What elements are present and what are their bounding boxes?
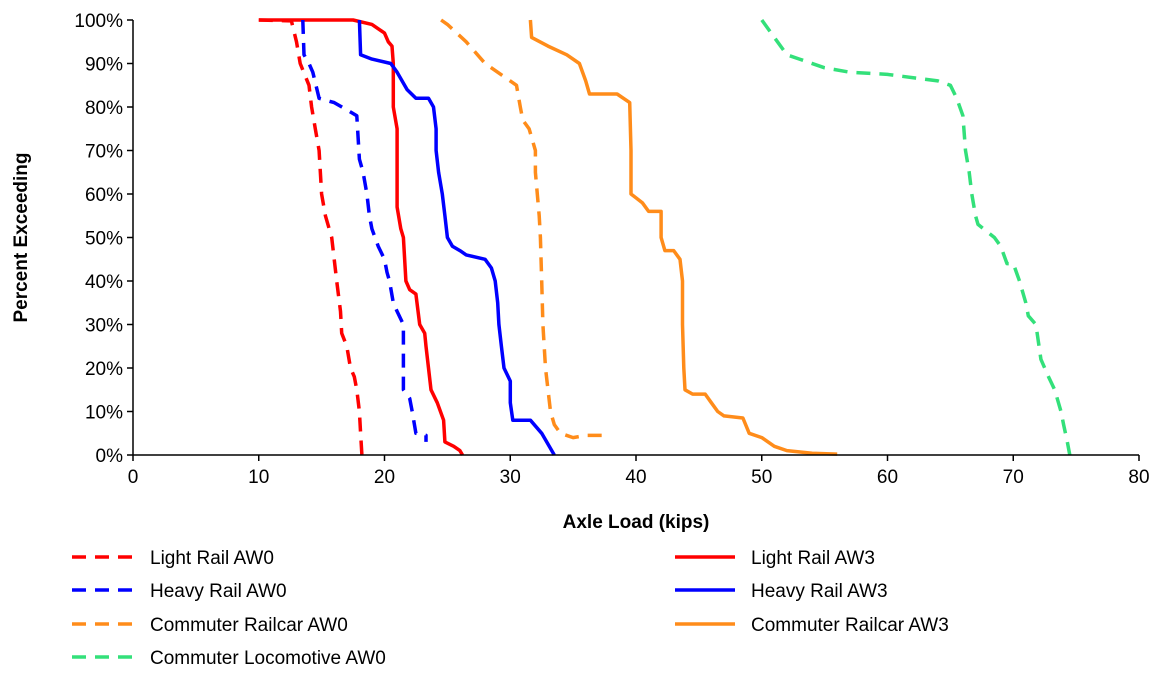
x-tick-label: 40 [625, 467, 646, 488]
legend-label: Light Rail AW3 [751, 548, 875, 569]
legend: Light Rail AW0 Heavy Rail AW0 Commuter Rai… [72, 548, 949, 669]
y-tick-label: 20% [85, 359, 123, 380]
legend-label: Heavy Rail AW0 [150, 581, 287, 602]
y-tick-label: 0% [96, 446, 124, 467]
series-line [760, 18, 1072, 456]
legend-label: Heavy Rail AW3 [751, 581, 888, 602]
y-tick-label: 60% [85, 185, 123, 206]
y-tick-label: 40% [85, 272, 123, 293]
axes [132, 20, 1139, 456]
series-line [258, 18, 465, 456]
y-tick-label: 70% [85, 142, 123, 163]
x-tick-label: 30 [500, 467, 521, 488]
x-axis-ticks: 0 10 20 30 40 50 60 70 80 [128, 455, 1150, 488]
plot-area [258, 18, 1072, 456]
y-tick-label: 50% [85, 229, 123, 250]
x-tick-label: 70 [1003, 467, 1024, 488]
series-line [357, 19, 556, 456]
x-tick-label: 0 [128, 467, 139, 488]
series-line [440, 18, 602, 440]
x-tick-label: 60 [877, 467, 898, 488]
y-axis-title: Percent Exceeding [11, 152, 32, 322]
series-line [528, 19, 838, 456]
x-tick-label: 80 [1128, 467, 1149, 488]
legend-label: Commuter Locomotive AW0 [150, 648, 386, 669]
y-tick-label: 100% [74, 11, 123, 32]
y-tick-label: 30% [85, 316, 123, 337]
x-axis-title: Axle Load (kips) [563, 512, 710, 533]
legend-label: Light Rail AW0 [150, 548, 274, 569]
x-tick-label: 50 [751, 467, 772, 488]
x-tick-label: 20 [374, 467, 395, 488]
series-line [301, 19, 428, 442]
legend-label: Commuter Railcar AW3 [751, 615, 949, 636]
y-axis-ticks: 0% 10% 20% 30% 40% 50% 60% 70% 80% 90% 100% [74, 11, 133, 467]
y-tick-label: 90% [85, 55, 123, 76]
legend-label: Commuter Railcar AW0 [150, 615, 348, 636]
y-tick-label: 80% [85, 98, 123, 119]
y-tick-label: 10% [85, 403, 123, 424]
x-tick-label: 10 [248, 467, 269, 488]
series-line [258, 18, 364, 456]
